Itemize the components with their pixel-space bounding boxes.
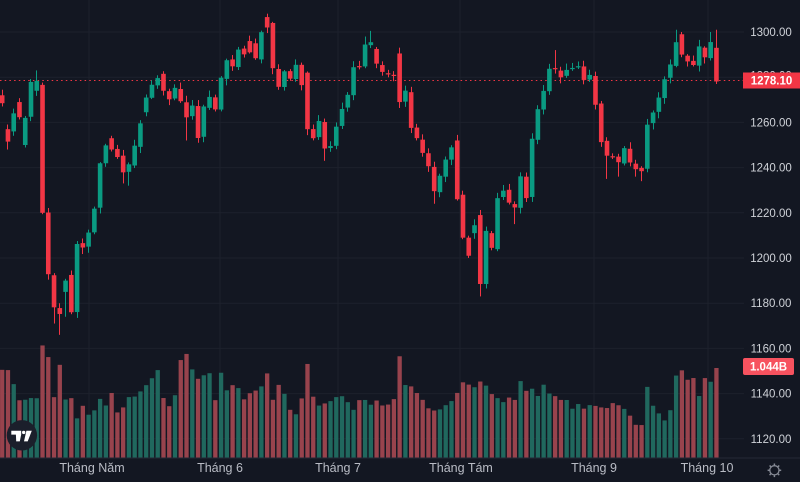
svg-text:1140.00: 1140.00 [751,389,792,401]
svg-text:Tháng 9: Tháng 9 [571,461,617,475]
svg-text:1.044B: 1.044B [750,362,787,374]
svg-text:1180.00: 1180.00 [751,298,792,310]
svg-text:1240.00: 1240.00 [750,163,792,175]
svg-text:Tháng Tám: Tháng Tám [429,461,493,475]
svg-text:1220.00: 1220.00 [750,208,792,220]
svg-text:1300.00: 1300.00 [750,27,792,39]
svg-text:Tháng Năm: Tháng Năm [59,461,124,475]
svg-text:Tháng 6: Tháng 6 [197,461,243,475]
svg-text:1160.00: 1160.00 [751,343,792,355]
svg-text:1200.00: 1200.00 [750,253,792,265]
svg-text:1120.00: 1120.00 [751,434,792,446]
svg-text:Tháng 10: Tháng 10 [681,461,734,475]
svg-text:1278.10: 1278.10 [751,76,793,88]
svg-text:1260.00: 1260.00 [750,117,792,129]
svg-text:Tháng 7: Tháng 7 [315,461,361,475]
